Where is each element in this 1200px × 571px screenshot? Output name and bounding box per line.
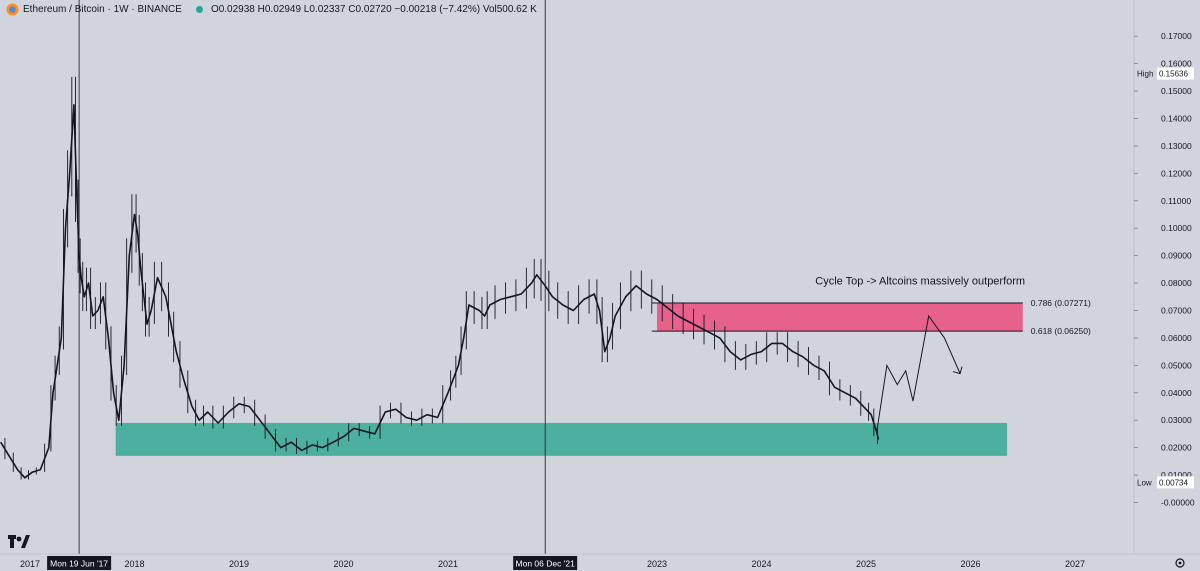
gear-icon[interactable] [1175, 558, 1185, 568]
price-axis-label: 0.04000 [1161, 388, 1192, 398]
crosshair-date-box [513, 556, 578, 570]
marker-value: 0.00734 [1159, 478, 1188, 487]
price-axis-label: 0.08000 [1161, 278, 1192, 288]
fib-level-label: 0.618 (0.06250) [1031, 326, 1091, 336]
price-axis-label: 0.02000 [1161, 443, 1192, 453]
marker-value-box [1157, 67, 1194, 80]
time-axis-label: 2017 [20, 559, 40, 569]
time-axis-label: 2026 [960, 559, 980, 569]
crosshair-date-label: Mon 06 Dec '21 [516, 559, 576, 569]
time-axis-label: 2021 [438, 559, 458, 569]
marker-label: High [1137, 70, 1153, 79]
price-axis-label: 0.07000 [1161, 305, 1192, 315]
marker-value: 0.15636 [1159, 70, 1188, 79]
price-axis-label: 0.05000 [1161, 360, 1192, 370]
time-axis-label: 2023 [647, 559, 667, 569]
support-zone[interactable] [115, 422, 1008, 456]
fib-level-label: 0.786 (0.07271) [1031, 298, 1091, 308]
price-axis-label: -0.00000 [1161, 498, 1195, 508]
price-axis-label: 0.09000 [1161, 251, 1192, 261]
price-axis-label: 0.13000 [1161, 141, 1192, 151]
time-axis-label: 2020 [333, 559, 353, 569]
eth-coin-icon [6, 3, 19, 16]
market-status-dot [195, 6, 203, 13]
crosshair-date-label: Mon 19 Jun '17 [50, 559, 108, 569]
ohlc-readout: O0.02938 H0.02949 L0.02337 C0.02720 −0.0… [210, 4, 537, 15]
tradingview-logo-icon[interactable] [8, 535, 30, 549]
price-axis-label: 0.14000 [1161, 113, 1192, 123]
cycle-top-annotation[interactable]: Cycle Top -> Altcoins massively outperfo… [815, 275, 1025, 287]
crosshair-date-box [47, 556, 112, 570]
resistance-zone[interactable] [657, 303, 1023, 332]
symbol-title[interactable]: Ethereum / Bitcoin · 1W · BINANCE [23, 4, 182, 15]
price-axis-label: 0.10000 [1161, 223, 1192, 233]
price-axis-label: 0.03000 [1161, 415, 1192, 425]
marker-label: Low [1137, 478, 1152, 487]
time-axis-label: 2019 [229, 559, 249, 569]
price-axis-label: 0.06000 [1161, 333, 1192, 343]
projection-path[interactable] [875, 314, 961, 434]
chart-header: Ethereum / Bitcoin · 1W · BINANCE O0.029… [6, 3, 537, 16]
time-axis-label: 2018 [124, 559, 144, 569]
price-axis-label: 0.11000 [1161, 196, 1191, 206]
time-axis-label: 2024 [751, 559, 771, 569]
time-axis-label: 2025 [856, 559, 876, 569]
marker-value-box [1157, 476, 1194, 489]
price-axis-label: 0.17000 [1161, 31, 1192, 41]
price-axis-label: 0.01000 [1161, 470, 1192, 480]
price-axis-label: 0.12000 [1161, 168, 1192, 178]
time-axis-label: 2027 [1065, 559, 1085, 569]
price-axis-label: 0.16000 [1161, 59, 1192, 69]
projection-arrowhead [952, 366, 963, 375]
price-axis-label: 0.15000 [1161, 86, 1192, 96]
gear-icon-center [1178, 561, 1182, 565]
